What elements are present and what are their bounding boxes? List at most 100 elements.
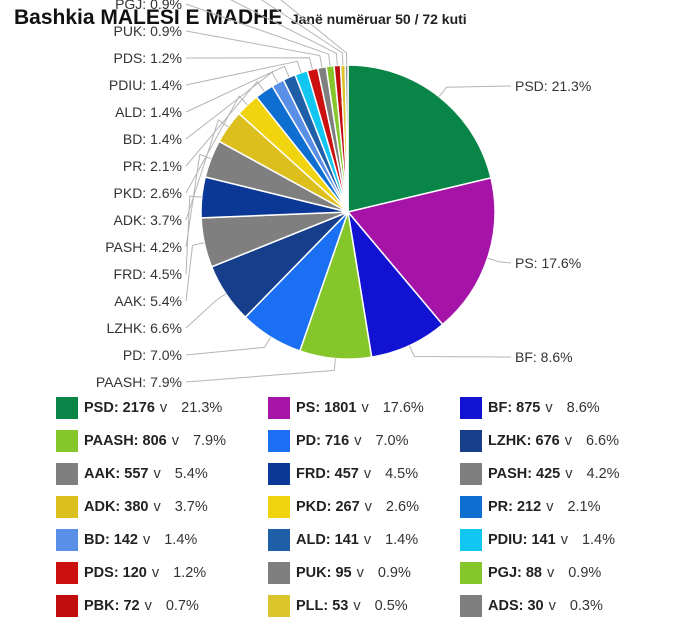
legend-item-puk: PUK: 95 v 0.9% — [268, 562, 411, 584]
legend-vote-unit: v — [153, 466, 161, 482]
chart-title: Bashkia MALESI E MADHE — [14, 6, 283, 29]
pie-label-ps: PS: 17.6% — [515, 255, 581, 271]
pie-label-frd: FRD: 4.5% — [114, 266, 182, 282]
legend-item-psd: PSD: 2176 v 21.3% — [56, 397, 222, 419]
legend-vote-unit: v — [171, 433, 179, 449]
legend-vote-count: 557 — [124, 466, 149, 482]
legend-party-name: BF: — [488, 400, 513, 416]
pie-label-bf: BF: 8.6% — [515, 349, 573, 365]
legend-percent: 2.1% — [567, 499, 601, 515]
legend-percent: 5.4% — [174, 466, 208, 482]
legend-vote-unit: v — [144, 598, 152, 614]
legend-swatch — [460, 463, 482, 485]
legend-vote-unit: v — [153, 499, 161, 515]
legend-swatch — [56, 595, 78, 617]
pie-label-adk: ADK: 3.7% — [114, 212, 182, 228]
legend-item-paash: PAASH: 806 v 7.9% — [56, 430, 226, 452]
legend-party-name: FRD: — [296, 466, 331, 482]
legend-percent: 7.0% — [375, 433, 409, 449]
legend-vote-unit: v — [361, 400, 369, 416]
pie-connector-pd — [185, 336, 272, 356]
legend-swatch — [56, 496, 78, 518]
legend-item-ps: PS: 1801 v 17.6% — [268, 397, 424, 419]
legend-vote-unit: v — [565, 466, 573, 482]
legend-vote-count: 380 — [124, 499, 149, 515]
legend-percent: 0.3% — [569, 598, 603, 614]
legend-vote-count: 2176 — [122, 400, 155, 416]
pie-connector-aak — [185, 242, 205, 302]
pie-label-aak: AAK: 5.4% — [114, 293, 182, 309]
legend-vote-count: 88 — [525, 565, 542, 581]
legend-vote-count: 267 — [335, 499, 360, 515]
legend-party-name: PASH: — [488, 466, 533, 482]
legend-percent: 1.2% — [173, 565, 207, 581]
legend-vote-unit: v — [548, 598, 556, 614]
legend-percent: 8.6% — [566, 400, 600, 416]
legend-swatch — [56, 397, 78, 419]
pie-connector-puk — [185, 30, 323, 68]
pie-connector-paash — [185, 358, 336, 383]
legend-party-name: ALD: — [296, 532, 331, 548]
legend-party-name: PUK: — [296, 565, 332, 581]
legend-swatch — [268, 562, 290, 584]
pie-label-pkd: PKD: 2.6% — [114, 185, 182, 201]
legend-party-name: PBK: — [84, 598, 120, 614]
legend-item-pd: PD: 716 v 7.0% — [268, 430, 409, 452]
legend-percent: 3.7% — [174, 499, 208, 515]
legend-item-ald: ALD: 141 v 1.4% — [268, 529, 418, 551]
pie-label-pash: PASH: 4.2% — [105, 239, 182, 255]
legend-vote-unit: v — [560, 532, 568, 548]
pie-label-ald: ALD: 1.4% — [115, 104, 182, 120]
chart-subtitle: Janë numëruar 50 / 72 kuti — [290, 11, 467, 27]
legend-party-name: PS: — [296, 400, 321, 416]
pie-connector-pll — [260, 0, 344, 66]
legend-swatch — [460, 397, 482, 419]
pie-label-connectors — [185, 0, 512, 383]
legend-percent: 17.6% — [382, 400, 424, 416]
pie-connector-pgj — [185, 3, 331, 67]
pie-label-pdiu: PDIU: 1.4% — [109, 77, 182, 93]
legend-vote-unit: v — [363, 532, 372, 548]
legend-item-ads: ADS: 30 v 0.3% — [460, 595, 603, 617]
legend-vote-count: 676 — [535, 433, 560, 449]
legend-vote-count: 141 — [334, 532, 359, 548]
pie-connector-pr — [185, 80, 265, 167]
legend-vote-count: 53 — [332, 598, 349, 614]
legend-percent: 0.7% — [165, 598, 199, 614]
pie-label-pr: PR: 2.1% — [123, 158, 182, 174]
legend-vote-count: 142 — [113, 532, 138, 548]
legend-swatch — [268, 595, 290, 617]
pie-label-paash: PAASH: 7.9% — [96, 374, 182, 390]
legend-swatch — [460, 562, 482, 584]
legend-vote-unit: v — [545, 400, 553, 416]
pie-connector-frd — [185, 195, 202, 275]
legend-percent: 0.5% — [374, 598, 408, 614]
legend-party-name: ADK: — [84, 499, 121, 515]
legend-vote-unit: v — [363, 466, 372, 482]
pie-connector-adk — [185, 119, 229, 221]
pie-label-pd: PD: 7.0% — [123, 347, 182, 363]
legend-party-name: PR: — [488, 499, 513, 515]
legend-vote-unit: v — [142, 532, 151, 548]
legend-vote-count: 716 — [324, 433, 350, 449]
legend-item-pash: PASH: 425 v 4.2% — [460, 463, 620, 485]
legend-party-name: PSD: — [84, 400, 119, 416]
pie-label-bd: BD: 1.4% — [123, 131, 182, 147]
legend-item-pr: PR: 212 v 2.1% — [460, 496, 601, 518]
legend-party-name: BD: — [84, 532, 110, 548]
pie-label-puk: PUK: 0.9% — [114, 23, 182, 39]
pie-slices — [200, 64, 496, 360]
legend-party-name: PD: — [296, 433, 321, 449]
legend-vote-unit: v — [151, 565, 160, 581]
legend-vote-count: 72 — [123, 598, 140, 614]
legend-swatch — [56, 463, 78, 485]
legend-party-name: LZHK: — [488, 433, 532, 449]
legend-percent: 21.3% — [181, 400, 223, 416]
legend-swatch — [268, 496, 290, 518]
legend-swatch — [56, 430, 78, 452]
legend-item-pgj: PGJ: 88 v 0.9% — [460, 562, 601, 584]
legend-percent: 4.2% — [586, 466, 620, 482]
pie-chart: PSD: 21.3% PS: 17.6% BF: 8.6% PAASH: 7.9% PD… — [96, 0, 591, 390]
pie-label-lzhk: LZHK: 6.6% — [107, 320, 182, 336]
legend-percent: 1.4% — [385, 532, 419, 548]
